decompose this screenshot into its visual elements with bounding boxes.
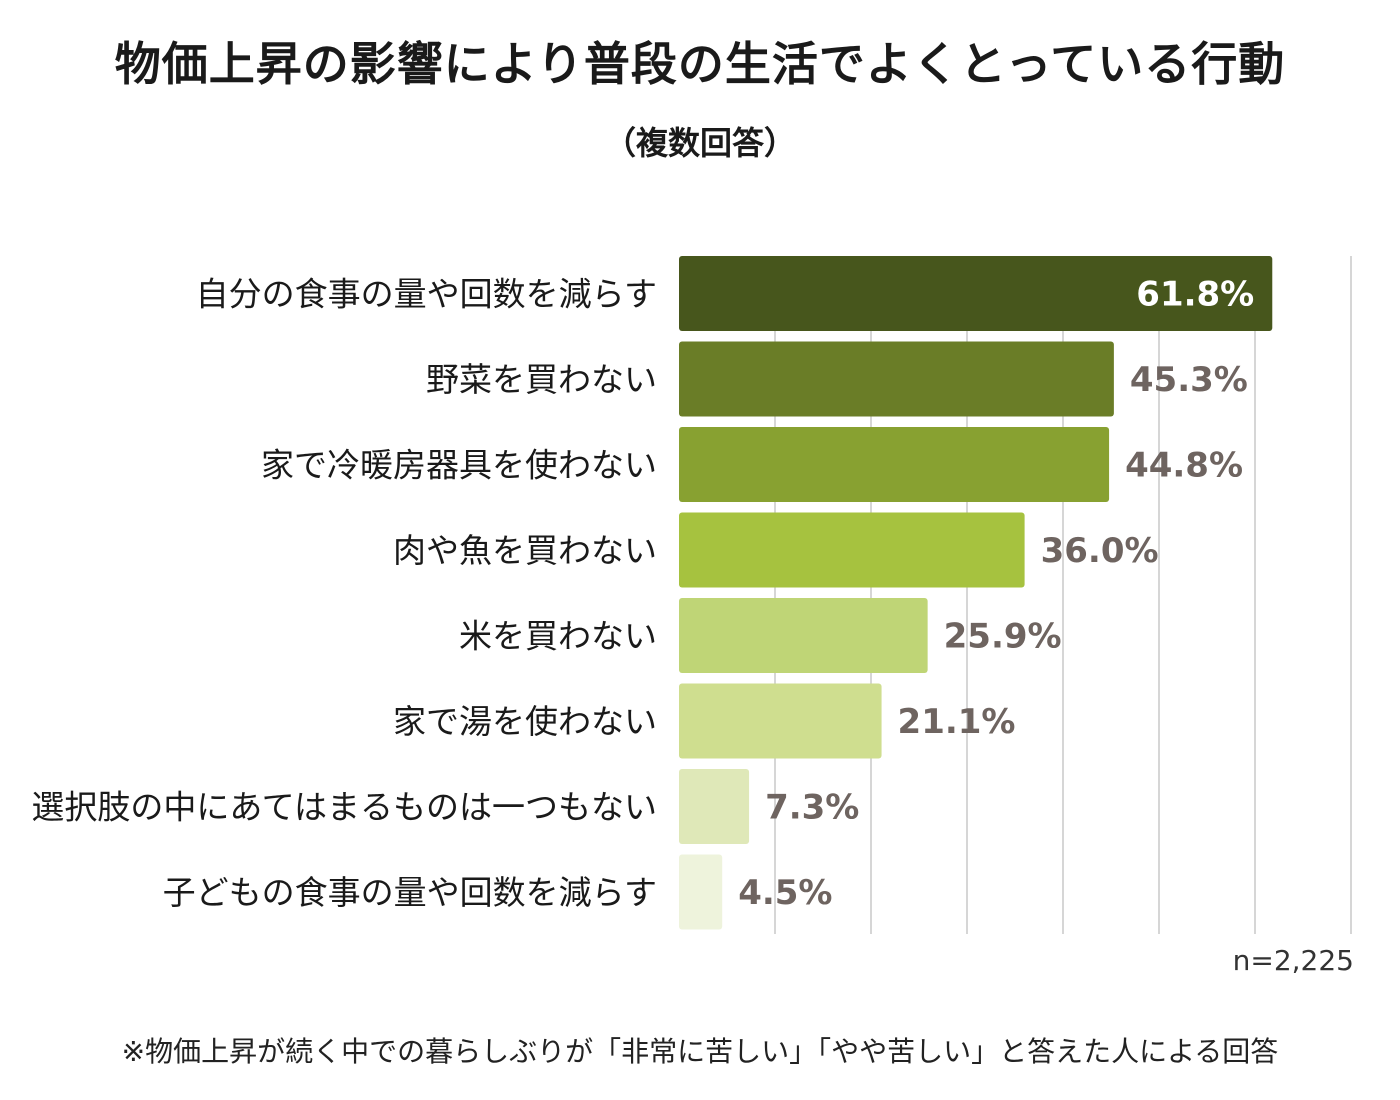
category-label: 肉や魚を買わない bbox=[393, 531, 657, 570]
category-label: 野菜を買わない bbox=[426, 360, 657, 399]
bar bbox=[679, 598, 928, 673]
footnote: ※物価上昇が続く中での暮らしぶりが「非常に苦しい」「やや苦しい」と答えた人による… bbox=[121, 1035, 1279, 1068]
value-label: 21.1% bbox=[898, 702, 1016, 742]
category-label: 選択肢の中にあてはまるものは一つもない bbox=[31, 788, 657, 827]
category-label: 自分の食事の量や回数を減らす bbox=[196, 275, 657, 314]
category-label: 米を買わない bbox=[459, 617, 657, 656]
category-label: 家で湯を使わない bbox=[393, 702, 657, 741]
chart-title: 物価上昇の影響により普段の生活でよくとっている行動 bbox=[114, 37, 1286, 91]
value-label: 7.3% bbox=[765, 788, 859, 828]
chart-subtitle: （複数回答） bbox=[603, 124, 796, 162]
category-label: 家で冷暖房器具を使わない bbox=[261, 446, 657, 485]
value-label: 61.8% bbox=[1136, 275, 1254, 315]
category-label: 子どもの食事の量や回数を減らす bbox=[163, 873, 657, 912]
bar bbox=[679, 512, 1025, 588]
value-label: 36.0% bbox=[1041, 531, 1159, 571]
bar bbox=[679, 427, 1110, 502]
value-label: 45.3% bbox=[1130, 360, 1248, 400]
bar bbox=[679, 769, 750, 844]
bar bbox=[679, 256, 1273, 331]
bar bbox=[679, 341, 1114, 417]
value-label: 44.8% bbox=[1125, 446, 1243, 486]
sample-size-label: n=2,225 bbox=[1232, 944, 1354, 977]
bar bbox=[679, 854, 723, 930]
bar bbox=[679, 683, 882, 759]
value-label: 4.5% bbox=[738, 873, 832, 913]
value-label: 25.9% bbox=[944, 617, 1062, 657]
